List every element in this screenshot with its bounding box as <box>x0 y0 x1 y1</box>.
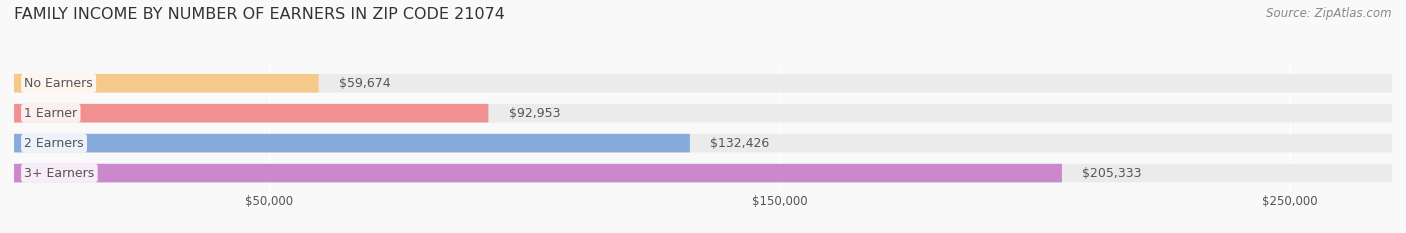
FancyBboxPatch shape <box>14 164 1062 182</box>
Text: $205,333: $205,333 <box>1083 167 1142 180</box>
Text: $59,674: $59,674 <box>339 77 391 90</box>
Text: $132,426: $132,426 <box>710 137 769 150</box>
FancyBboxPatch shape <box>14 134 1392 152</box>
Text: No Earners: No Earners <box>24 77 93 90</box>
FancyBboxPatch shape <box>14 134 690 152</box>
Text: FAMILY INCOME BY NUMBER OF EARNERS IN ZIP CODE 21074: FAMILY INCOME BY NUMBER OF EARNERS IN ZI… <box>14 7 505 22</box>
Text: 3+ Earners: 3+ Earners <box>24 167 94 180</box>
FancyBboxPatch shape <box>14 74 1392 93</box>
FancyBboxPatch shape <box>14 104 488 123</box>
Text: 2 Earners: 2 Earners <box>24 137 84 150</box>
FancyBboxPatch shape <box>14 104 1392 123</box>
Text: $92,953: $92,953 <box>509 107 561 120</box>
FancyBboxPatch shape <box>14 74 319 93</box>
FancyBboxPatch shape <box>14 164 1392 182</box>
Text: Source: ZipAtlas.com: Source: ZipAtlas.com <box>1267 7 1392 20</box>
Text: 1 Earner: 1 Earner <box>24 107 77 120</box>
